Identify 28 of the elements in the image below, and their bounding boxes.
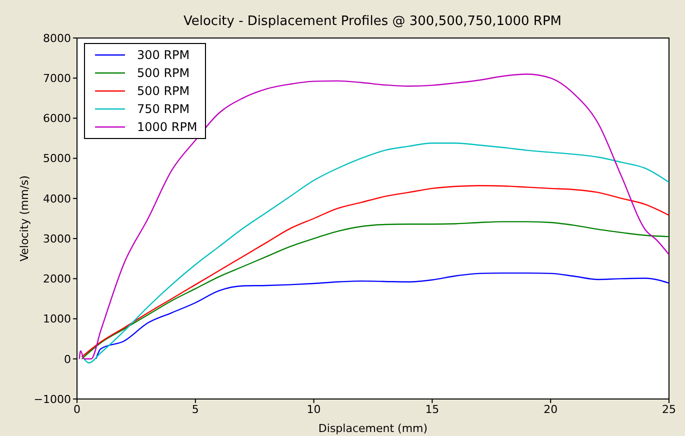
x-tick-label: 15 bbox=[425, 402, 440, 416]
y-tick-label: 5000 bbox=[43, 152, 71, 166]
y-tick-label: 1000 bbox=[43, 312, 71, 326]
x-tick-label: 20 bbox=[544, 402, 558, 416]
y-tick-label: 2000 bbox=[43, 272, 71, 286]
y-tick-label: 4000 bbox=[43, 192, 71, 206]
x-tick-label: 5 bbox=[192, 402, 199, 416]
x-tick-label: 25 bbox=[662, 402, 676, 416]
x-tick-label: 0 bbox=[74, 402, 80, 416]
y-tick-label: 8000 bbox=[43, 32, 71, 45]
legend-label: 300 RPM bbox=[137, 48, 190, 62]
line-series bbox=[95, 272, 669, 360]
legend-label: 500 RPM bbox=[137, 66, 190, 80]
y-tick-label: −1000 bbox=[34, 392, 71, 406]
x-axis-title: Displacement (mm) bbox=[318, 422, 428, 435]
y-tick-label: 3000 bbox=[43, 232, 71, 246]
chart-title: Velocity - Displacement Profiles @ 300,500,750,1000 RPM bbox=[182, 14, 563, 29]
legend-label: 1000 RPM bbox=[137, 120, 198, 134]
legend-label: 750 RPM bbox=[137, 102, 190, 116]
y-tick-label: 6000 bbox=[43, 112, 71, 126]
line-series bbox=[84, 142, 669, 364]
line-series bbox=[81, 221, 669, 360]
y-axis-title: Velocity (mm/s) bbox=[18, 175, 31, 262]
line-series bbox=[81, 185, 669, 358]
x-tick-label: 10 bbox=[306, 402, 321, 416]
y-tick-label: 7000 bbox=[43, 72, 71, 86]
y-tick-label: 0 bbox=[64, 352, 71, 366]
legend-label: 500 RPM bbox=[137, 84, 190, 98]
